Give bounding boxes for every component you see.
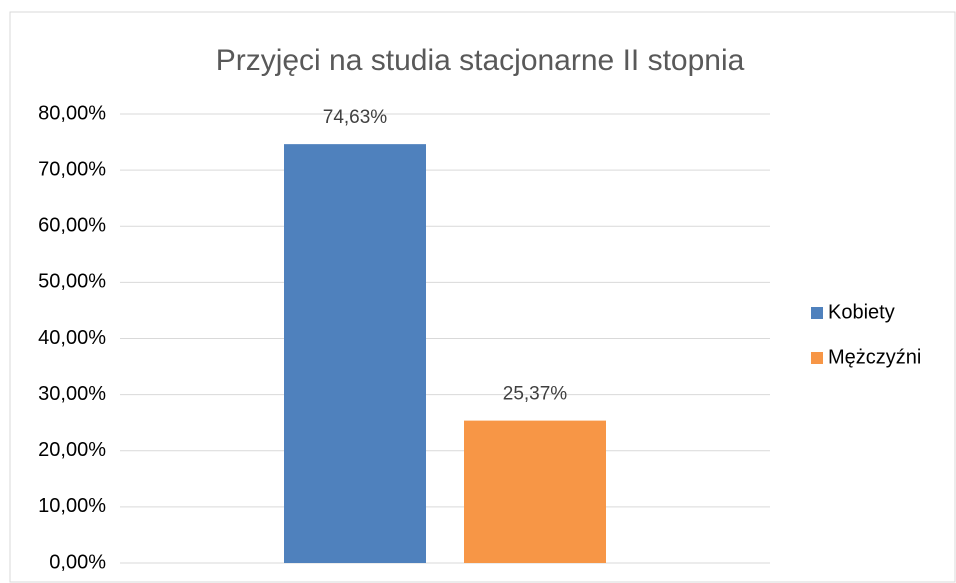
- y-tick-label: 50,00%: [38, 271, 106, 293]
- data-label: 25,37%: [503, 384, 568, 405]
- y-tick-label: 70,00%: [38, 158, 106, 180]
- bar: [464, 420, 606, 563]
- legend-label: Kobiety: [828, 301, 895, 323]
- data-label: 74,63%: [323, 107, 388, 128]
- y-tick-label: 30,00%: [38, 383, 106, 405]
- legend-label: Mężczyźni: [828, 346, 921, 368]
- y-tick-label: 20,00%: [38, 439, 106, 461]
- y-tick-label: 10,00%: [38, 495, 106, 517]
- y-tick-label: 60,00%: [38, 215, 106, 237]
- y-tick-label: 0,00%: [49, 551, 106, 573]
- y-tick-label: 40,00%: [38, 327, 106, 349]
- legend-swatch: [811, 307, 823, 319]
- bar: [284, 144, 426, 563]
- chart-title: Przyjęci na studia stacjonarne II stopni…: [216, 44, 745, 77]
- legend-swatch: [811, 352, 823, 364]
- y-tick-label: 80,00%: [38, 102, 106, 124]
